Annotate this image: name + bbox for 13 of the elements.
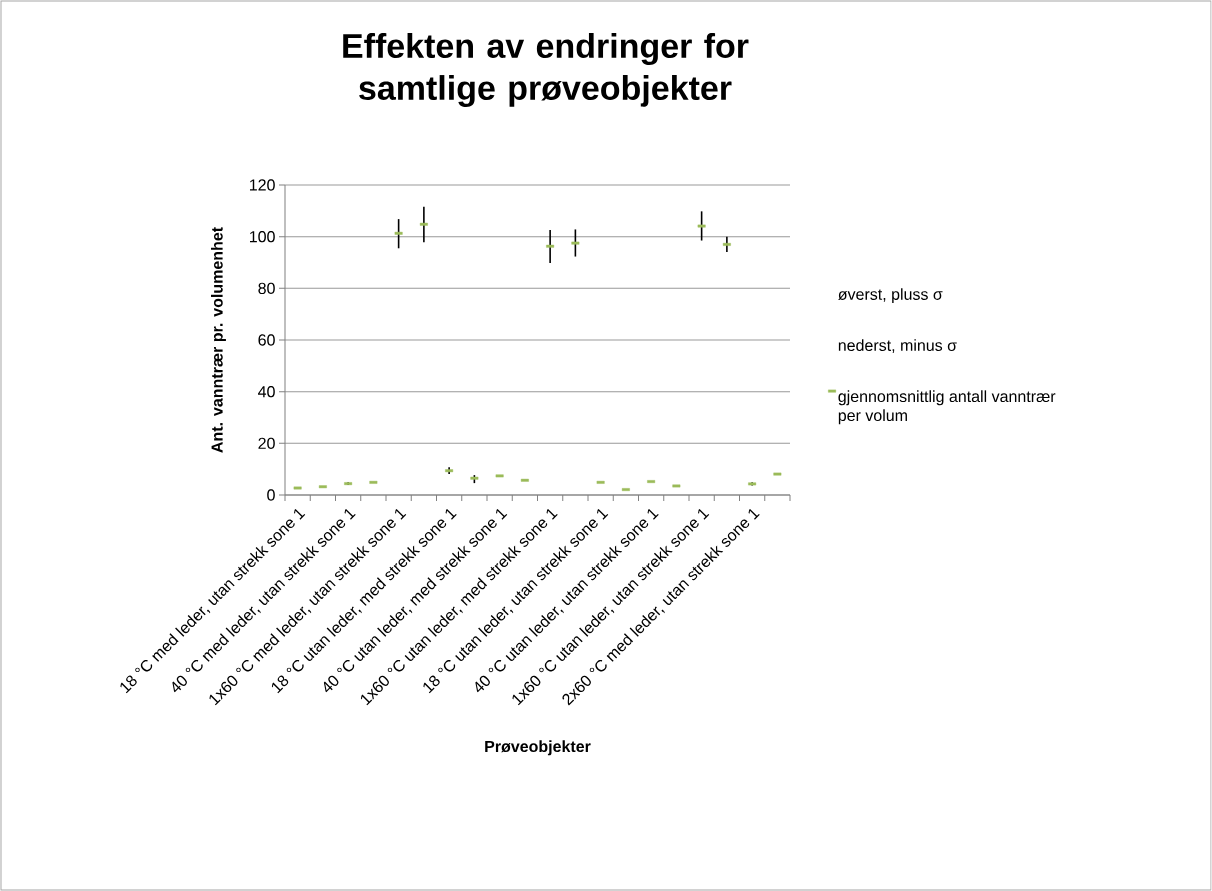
y-axis-title: Ant. vanntrær pr. volumenhet [211,227,226,453]
y-tick-label: 80 [258,282,275,294]
y-tick-label: 100 [250,231,275,243]
y-tick-label: 60 [258,334,275,346]
chart-title: Effekten av endringer for samtlige prøveobjekter [343,33,749,107]
y-tick-label: 120 [250,179,275,191]
legend-label: gjennomsnittlig antall vanntrær per volum [838,390,1056,425]
y-tick-label: 20 [258,437,275,449]
y-tick-label: 0 [267,489,275,501]
x-axis-title: Prøveobjekter [485,740,591,756]
text: øverst, pluss σ [838,288,943,304]
y-tick-label: 40 [258,386,275,398]
text: nederst, minus σ [838,339,957,353]
